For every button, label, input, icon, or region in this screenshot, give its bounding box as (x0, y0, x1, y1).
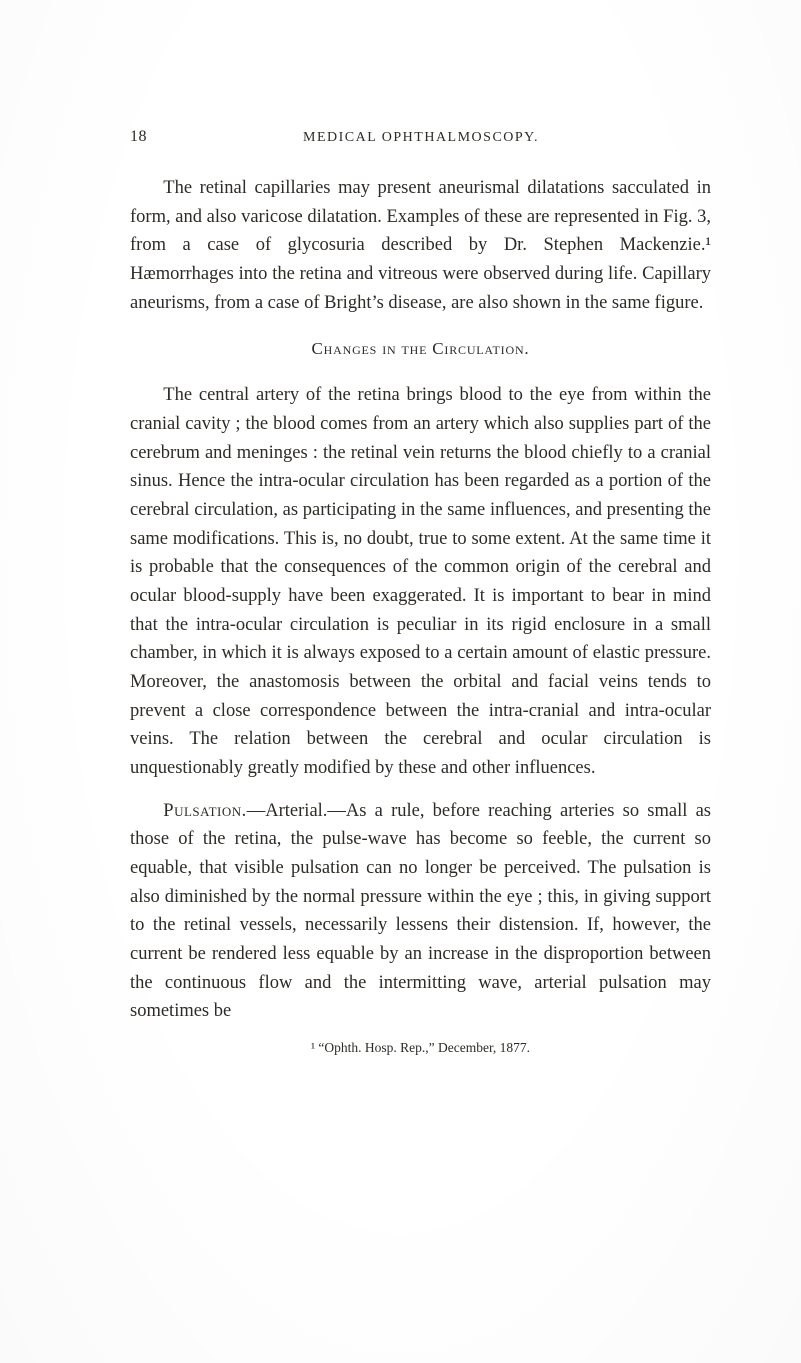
footnote: ¹ “Ophth. Hosp. Rep.,” December, 1877. (130, 1040, 711, 1056)
running-head: 18 MEDICAL OPHTHALMOSCOPY. 18 (130, 128, 711, 146)
paragraph-2: The central artery of the retina brings … (130, 381, 711, 782)
paragraph-3: Pulsation.—Arterial.—As a rule, before r… (130, 797, 711, 1026)
running-title: MEDICAL OPHTHALMOSCOPY. (303, 130, 539, 146)
paragraph-3-lead: Pulsation. (163, 801, 246, 821)
section-heading-circulation: Changes in the Circulation. (130, 339, 711, 359)
section-heading-text: Changes in the Circulation. (312, 339, 530, 358)
paragraph-3-body: —Arterial.—As a rule, before reaching ar… (130, 801, 711, 1022)
paragraph-1: The retinal capillaries may present aneu… (130, 174, 711, 317)
page-number: 18 (130, 128, 147, 146)
page: 18 MEDICAL OPHTHALMOSCOPY. 18 The retina… (0, 0, 801, 1363)
